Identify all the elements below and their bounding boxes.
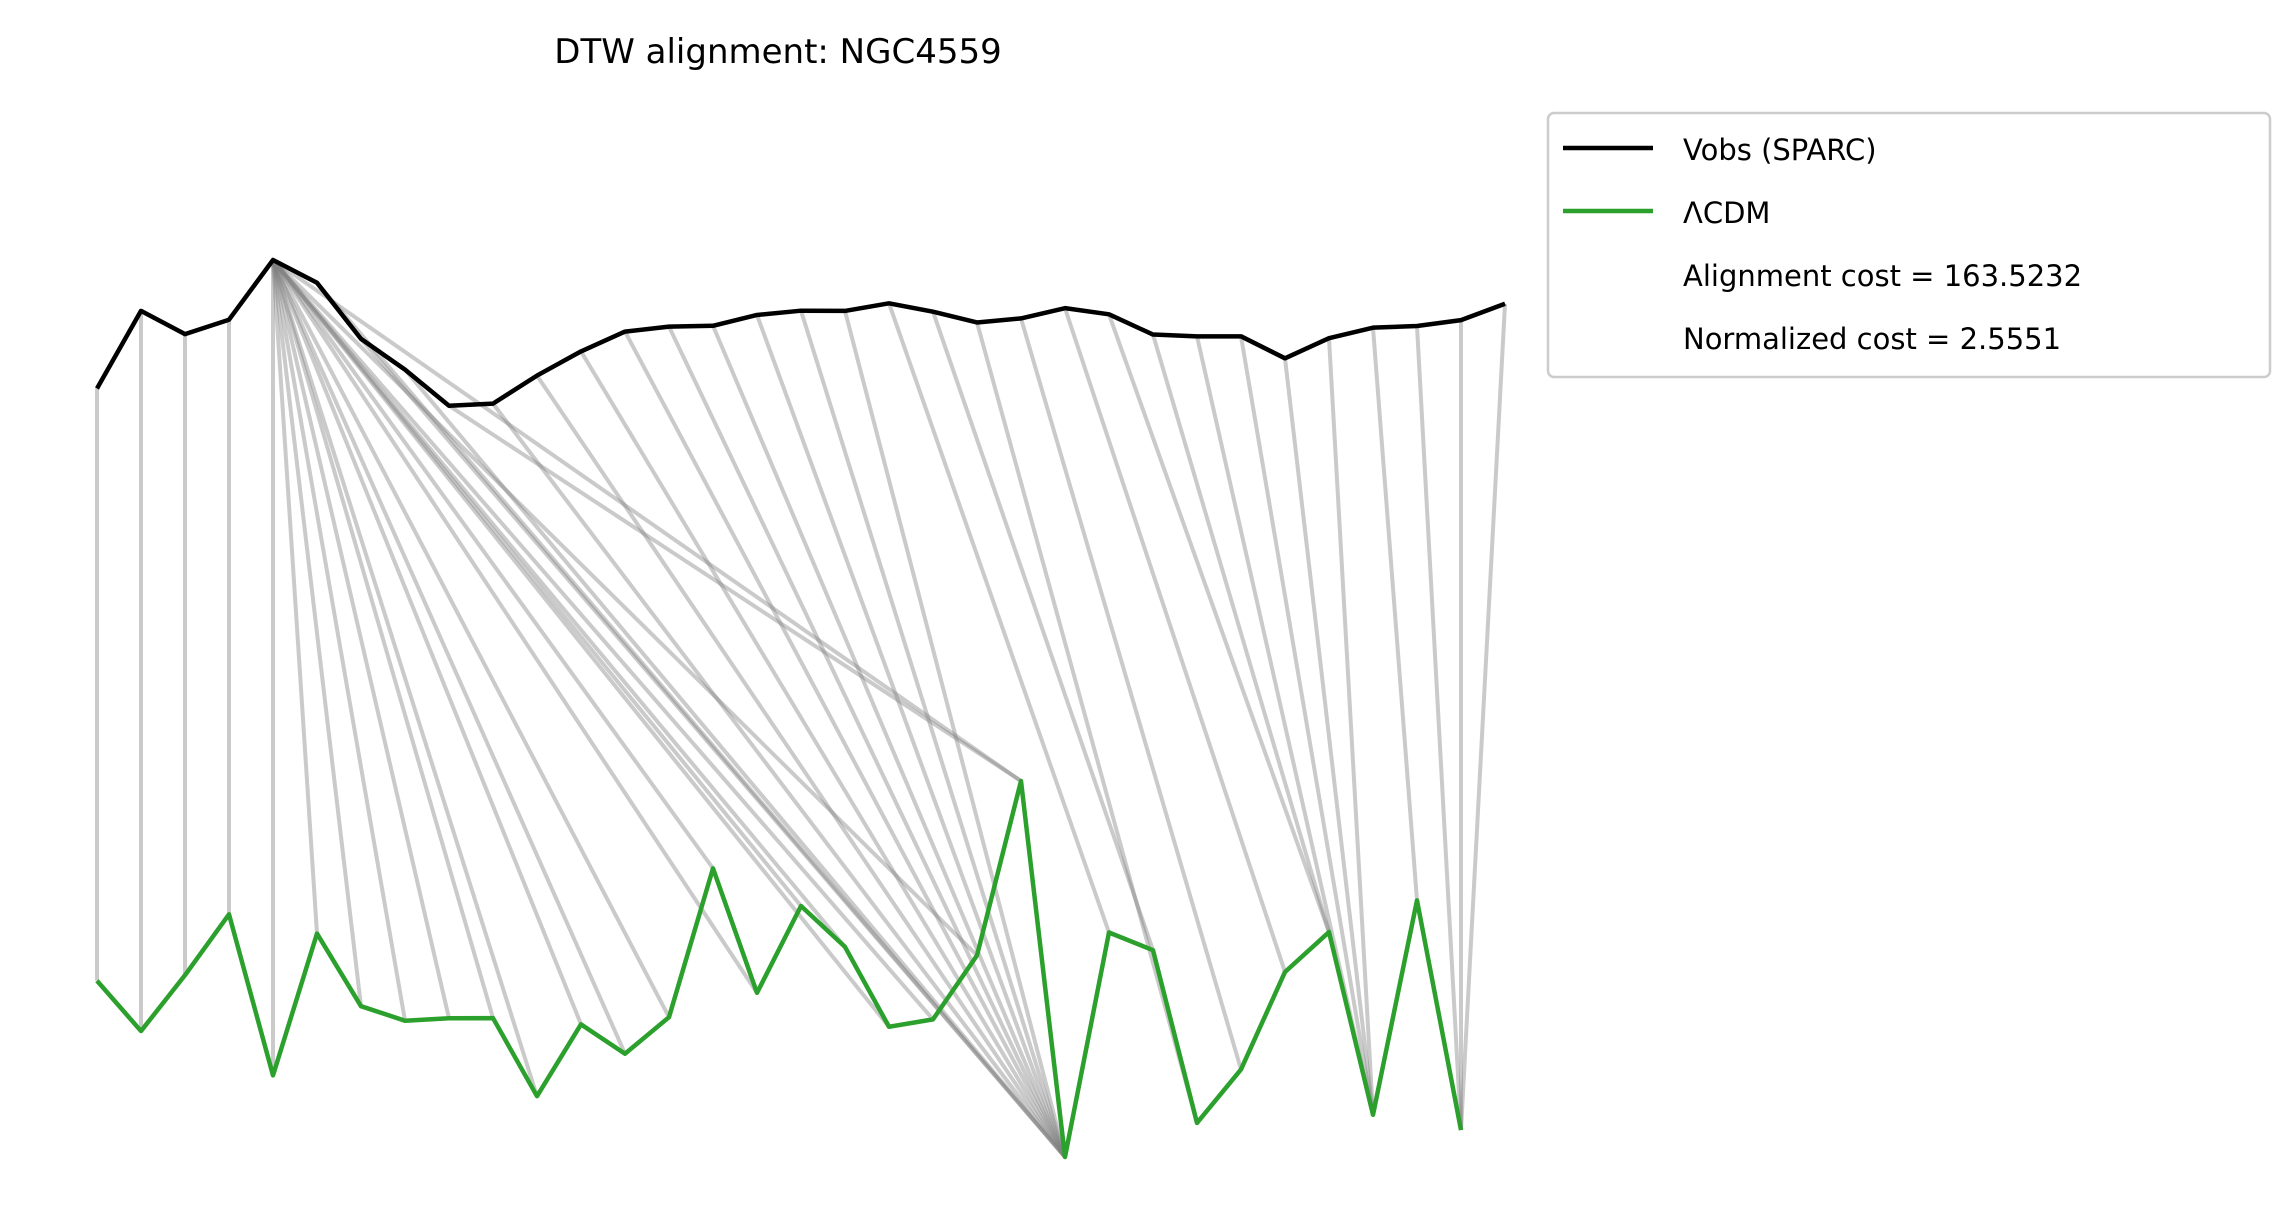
alignment-line-31 [711,324,1067,1158]
legend-label-2: Alignment cost = 163.5232 [1683,259,2082,293]
alignment-line-46 [1371,327,1419,901]
alignment-line-17 [271,258,847,949]
lcdm-series-line [95,778,1464,1160]
alignment-line-37 [975,321,1199,1124]
alignment-connections [95,258,1507,1159]
alignment-line-34 [843,310,1067,1158]
alignment-line-35 [887,302,1111,934]
alignment-line-16 [271,258,803,908]
legend: Vobs (SPARC) ΛCDM Alignment cost = 163.523… [1546,111,2272,379]
alignment-line-11 [271,259,583,1026]
alignment-line-20 [271,258,979,957]
alignment-line-45 [1327,338,1375,1115]
alignment-line-9 [271,259,495,1019]
alignment-line-25 [447,404,1023,783]
alignment-line-47 [1415,325,1463,1131]
chart-title: DTW alignment: NGC4559 [554,32,1001,72]
alignment-line-40 [1107,313,1331,933]
legend-label-3: Normalized cost = 2.5551 [1683,322,2061,356]
alignment-line-33 [799,310,1067,1158]
alignment-line-38 [1019,317,1243,1071]
alignment-line-26 [491,402,1067,1159]
vobs-series-line [95,257,1506,408]
alignment-line-14 [271,258,715,870]
alignment-line-43 [1239,335,1375,1116]
alignment-line-29 [623,330,1067,1158]
legend-label-1: ΛCDM [1683,196,1770,230]
alignment-line-6 [271,259,363,1007]
alignment-line-8 [271,259,451,1019]
series-lines [95,257,1506,1160]
alignment-line-23 [359,337,1067,1159]
alignment-line-5 [271,259,319,934]
legend-box [1546,111,2272,379]
alignment-line-32 [755,314,1067,1158]
alignment-line-21 [271,258,1023,783]
alignment-line-7 [271,259,407,1022]
alignment-line-36 [931,311,1155,951]
alignment-line-27 [535,374,1067,1159]
alignment-line-49 [1459,303,1507,1131]
alignment-line-39 [1063,307,1287,973]
alignment-line-12 [271,259,627,1055]
alignment-line-13 [271,259,671,1019]
alignment-line-24 [403,368,1067,1159]
alignment-line-41 [1151,333,1331,933]
alignment-line-44 [1283,358,1375,1115]
alignment-line-18 [271,258,891,1029]
alignment-line-28 [579,350,1067,1159]
alignment-line-30 [667,325,1067,1158]
alignment-line-15 [271,258,759,994]
alignment-line-19 [271,258,935,1021]
alignment-line-10 [271,259,539,1097]
legend-label-0: Vobs (SPARC) [1683,133,1877,167]
